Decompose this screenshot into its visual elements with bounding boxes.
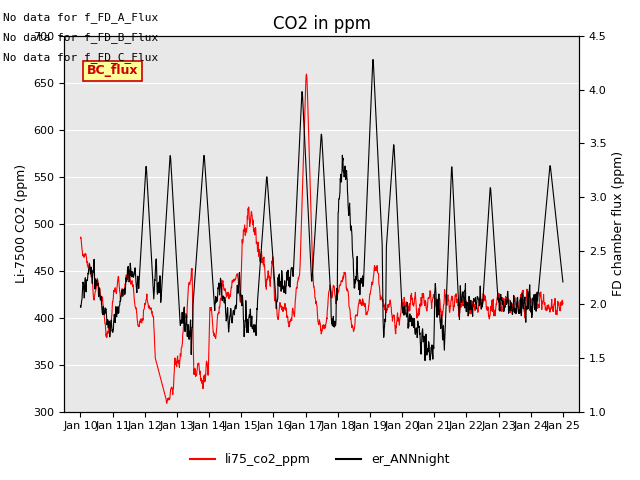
Text: No data for f_FD_A_Flux: No data for f_FD_A_Flux: [3, 12, 159, 23]
Title: CO2 in ppm: CO2 in ppm: [273, 15, 371, 33]
Text: BC_flux: BC_flux: [86, 64, 138, 77]
Text: No data for f_FD_C_Flux: No data for f_FD_C_Flux: [3, 52, 159, 63]
Y-axis label: Li-7500 CO2 (ppm): Li-7500 CO2 (ppm): [15, 164, 28, 283]
Text: No data for f_FD_B_Flux: No data for f_FD_B_Flux: [3, 32, 159, 43]
Legend: li75_co2_ppm, er_ANNnight: li75_co2_ppm, er_ANNnight: [186, 448, 454, 471]
Y-axis label: FD chamber flux (ppm): FD chamber flux (ppm): [612, 151, 625, 296]
